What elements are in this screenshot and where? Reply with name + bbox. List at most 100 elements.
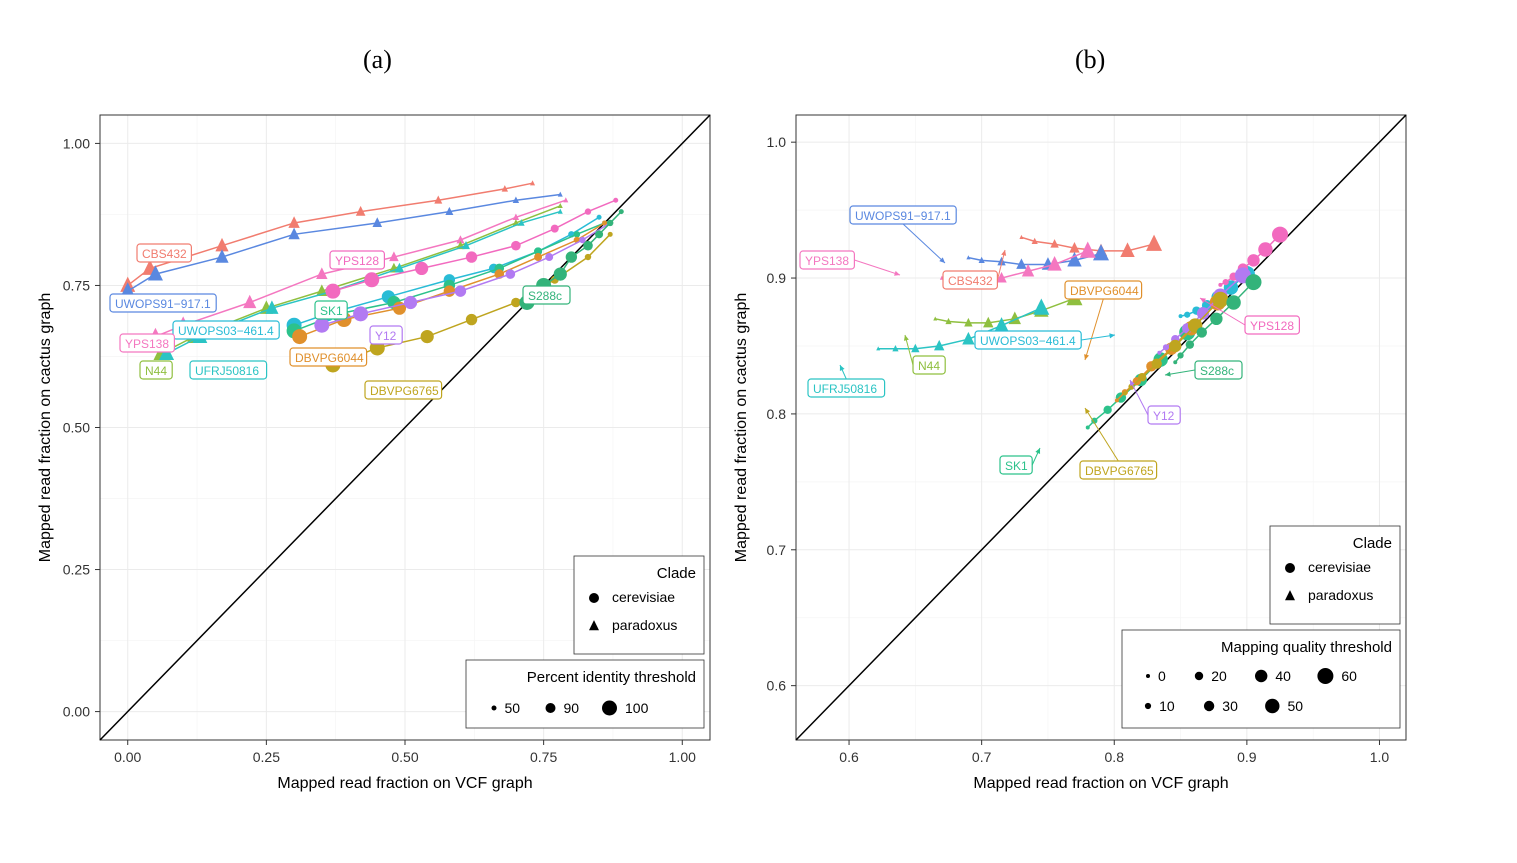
figure-canvas: 0.000.250.500.751.000.000.250.500.751.00…: [0, 0, 1517, 863]
svg-text:SK1: SK1: [320, 304, 343, 318]
svg-text:SK1: SK1: [1005, 459, 1028, 473]
svg-text:50: 50: [505, 700, 521, 716]
strain-label-DBVPG6044: DBVPG6044: [290, 348, 367, 366]
series-point: [1247, 254, 1259, 266]
strain-label-N44: N44: [140, 361, 172, 379]
y-tick-label: 0.75: [63, 277, 90, 293]
series-point: [585, 208, 591, 214]
series-point: [511, 298, 521, 308]
x-tick-label: 0.25: [253, 749, 280, 765]
svg-text:0: 0: [1158, 668, 1166, 684]
svg-text:S288c: S288c: [528, 289, 562, 303]
legend-clade-a: Clade cerevisiae paradoxus: [574, 556, 704, 654]
y-tick-label: 0.25: [63, 562, 90, 578]
series-point: [1197, 327, 1207, 337]
svg-text:paradoxus: paradoxus: [1308, 587, 1373, 603]
series-point: [455, 285, 466, 296]
series-point: [506, 269, 516, 279]
strain-label-SK1: SK1: [315, 301, 347, 319]
svg-text:N44: N44: [145, 364, 167, 378]
series-point: [511, 241, 521, 251]
panel-a-title: (a): [363, 45, 392, 75]
series-point: [1258, 242, 1272, 256]
series-point: [1169, 340, 1181, 352]
series-point: [574, 231, 580, 237]
strain-label-DBVPG6765: DBVPG6765: [365, 381, 442, 399]
series-point: [545, 253, 553, 261]
series-point: [595, 230, 603, 238]
series-point: [1186, 340, 1194, 348]
legend-clade-b: Cladecerevisiaeparadoxus: [1270, 526, 1400, 624]
series-point: [1173, 360, 1177, 364]
y-tick-label: 1.0: [767, 134, 787, 150]
series-point: [1246, 274, 1262, 290]
svg-text:Mapping quality threshold: Mapping quality threshold: [1221, 639, 1392, 656]
svg-text:YPS128: YPS128: [1250, 319, 1294, 333]
svg-text:Clade: Clade: [657, 565, 696, 582]
y-tick-label: 0.7: [767, 542, 787, 558]
svg-text:Y12: Y12: [1153, 409, 1175, 423]
svg-text:UWOPS03−461.4: UWOPS03−461.4: [980, 334, 1076, 348]
series-point: [554, 267, 567, 280]
series-point: [551, 225, 559, 233]
y-tick-label: 0.00: [63, 704, 90, 720]
x-tick-label: 1.0: [1370, 749, 1390, 765]
svg-text:N44: N44: [918, 359, 940, 373]
series-point: [1103, 406, 1111, 414]
series-point: [1218, 283, 1222, 287]
series-point: [585, 254, 591, 260]
svg-text:CBS432: CBS432: [948, 274, 993, 288]
legend-size-b: Mapping quality threshold0204060103050: [1122, 630, 1400, 728]
svg-text:Y12: Y12: [375, 329, 397, 343]
y-tick-label: 0.8: [767, 406, 787, 422]
series-point: [1272, 227, 1288, 243]
svg-text:30: 30: [1222, 698, 1238, 714]
series-point: [1123, 392, 1127, 396]
strain-label-UFRJ50816: UFRJ50816: [190, 361, 267, 379]
svg-text:DBVPG6765: DBVPG6765: [370, 384, 439, 398]
series-point: [1210, 313, 1222, 325]
series-point: [1151, 358, 1161, 368]
svg-text:UWOPS03−461.4: UWOPS03−461.4: [178, 324, 274, 338]
y-tick-label: 0.6: [767, 678, 787, 694]
svg-text:DBVPG6765: DBVPG6765: [1085, 464, 1154, 478]
series-point: [613, 198, 618, 203]
svg-text:YPS138: YPS138: [125, 337, 169, 351]
series-point: [404, 296, 417, 309]
svg-text:UWOPS91−917.1: UWOPS91−917.1: [115, 297, 211, 311]
series-point: [1226, 295, 1240, 309]
svg-text:DBVPG6044: DBVPG6044: [295, 351, 364, 365]
x-tick-label: 0.00: [114, 749, 141, 765]
svg-text:UFRJ50816: UFRJ50816: [195, 364, 259, 378]
series-point: [314, 318, 329, 333]
svg-text:100: 100: [625, 700, 649, 716]
svg-text:10: 10: [1159, 698, 1175, 714]
x-axis-label: Mapped read fraction on VCF graph: [973, 775, 1228, 792]
y-tick-label: 1.00: [63, 135, 90, 151]
svg-text:cerevisiae: cerevisiae: [612, 589, 675, 605]
strain-label-UWOPS03_461_4: UWOPS03−461.4: [173, 321, 279, 339]
series-point: [292, 329, 307, 344]
svg-text:YPS128: YPS128: [335, 254, 379, 268]
x-axis-label: Mapped read fraction on VCF graph: [277, 775, 532, 792]
panel-b-title: (b): [1075, 45, 1105, 75]
series-point: [1179, 314, 1183, 318]
strain-label-UWOPS91_917_1: UWOPS91−917.1: [110, 294, 216, 312]
series-point: [325, 284, 340, 299]
svg-text:paradoxus: paradoxus: [612, 617, 677, 633]
strain-label-Y12: Y12: [370, 326, 402, 344]
series-point: [353, 306, 368, 321]
series-point: [364, 272, 379, 287]
series-point: [1177, 352, 1183, 358]
svg-text:60: 60: [1341, 668, 1357, 684]
x-tick-label: 0.6: [839, 749, 859, 765]
series-point: [619, 209, 624, 214]
svg-text:Clade: Clade: [1353, 535, 1392, 552]
series-point: [1223, 279, 1229, 285]
series-point: [534, 253, 542, 261]
series-point: [583, 241, 593, 251]
y-axis-label: Mapped read fraction on cactus graph: [733, 293, 750, 563]
series-point: [1086, 426, 1090, 430]
svg-text:S288c: S288c: [1200, 364, 1234, 378]
series-point: [566, 251, 577, 262]
